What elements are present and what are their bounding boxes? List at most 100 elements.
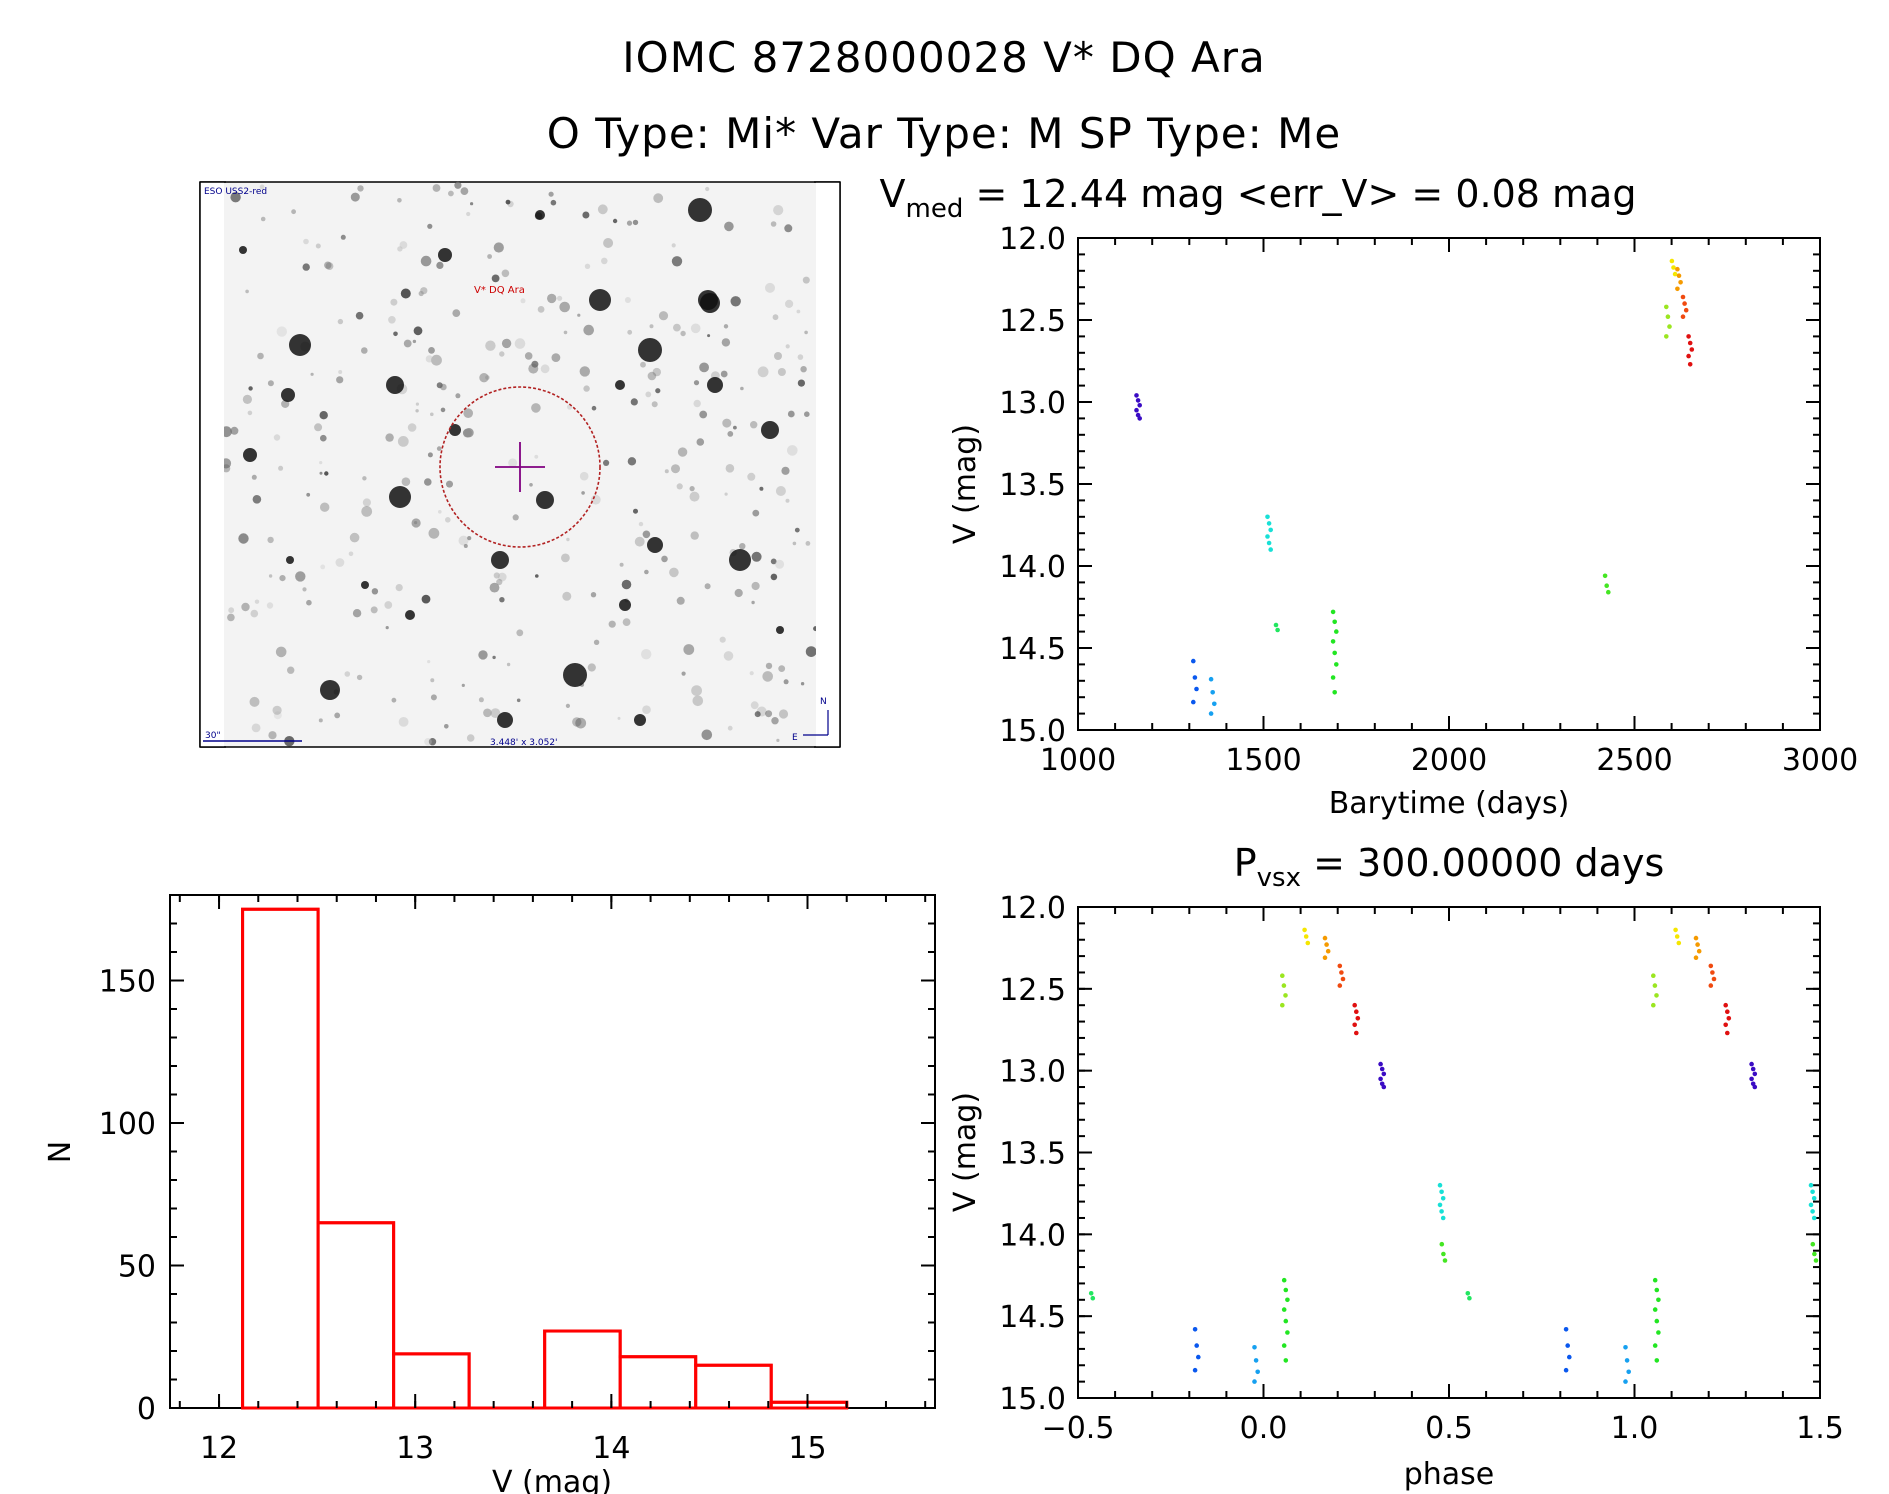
bright-star bbox=[243, 448, 257, 462]
faint-star bbox=[238, 533, 249, 544]
faint-star bbox=[785, 299, 794, 308]
faint-star bbox=[287, 666, 295, 674]
faint-star bbox=[534, 454, 539, 459]
faint-star bbox=[352, 609, 362, 618]
phase-chart: Pvsx = 300.00000 days −0.5 0.0 0.5 1.0 1.5 12… bbox=[948, 841, 1844, 1492]
bright-star bbox=[361, 581, 369, 589]
faint-star bbox=[514, 338, 526, 349]
faint-star bbox=[765, 282, 775, 293]
faint-star bbox=[774, 352, 782, 360]
faint-star bbox=[583, 385, 590, 392]
faint-star bbox=[391, 697, 397, 703]
phase-point bbox=[1090, 1295, 1096, 1301]
faint-star bbox=[805, 646, 817, 657]
faint-star bbox=[626, 220, 633, 226]
phase-xtick-label: 1.0 bbox=[1611, 1411, 1659, 1446]
phase-point bbox=[1674, 934, 1680, 939]
faint-star bbox=[398, 717, 409, 727]
phase-ytick-label: 14.5 bbox=[999, 1300, 1066, 1335]
faint-star bbox=[547, 293, 557, 304]
phase-point bbox=[1381, 1084, 1387, 1090]
faint-star bbox=[644, 569, 649, 575]
faint-star bbox=[561, 553, 570, 563]
faint-star bbox=[319, 411, 328, 420]
faint-star bbox=[295, 571, 306, 582]
phase-ticks: −0.5 0.0 0.5 1.0 1.5 12.0 12.5 13.0 13.5 14.0 14.5… bbox=[999, 891, 1844, 1446]
faint-star bbox=[771, 717, 779, 725]
faint-star bbox=[664, 469, 669, 474]
phase-title-main: P bbox=[1234, 841, 1257, 885]
faint-star bbox=[319, 461, 323, 465]
bright-star bbox=[563, 663, 587, 687]
phase-point bbox=[1192, 1327, 1198, 1332]
phase-point bbox=[1322, 955, 1328, 960]
lightcurve-point bbox=[1682, 301, 1687, 306]
phase-xlabel: phase bbox=[1404, 1457, 1495, 1492]
phase-point bbox=[1283, 993, 1288, 998]
faint-star bbox=[641, 649, 652, 660]
faint-star bbox=[259, 184, 265, 190]
faint-star bbox=[640, 361, 646, 368]
faint-star bbox=[324, 261, 332, 269]
faint-star bbox=[750, 421, 758, 429]
phase-point bbox=[1337, 963, 1343, 969]
lightcurve-point bbox=[1683, 307, 1689, 313]
faint-star bbox=[251, 474, 257, 480]
lightcurve-ytick-label: 14.0 bbox=[999, 550, 1066, 585]
faint-star bbox=[671, 243, 676, 248]
faint-star bbox=[673, 323, 681, 332]
lightcurve-ytick-label: 12.0 bbox=[999, 222, 1066, 257]
faint-star bbox=[338, 370, 343, 374]
faint-star bbox=[638, 521, 644, 527]
faint-star bbox=[652, 367, 661, 377]
faint-star bbox=[680, 330, 686, 337]
lightcurve-xlabel: Barytime (days) bbox=[1329, 786, 1570, 821]
faint-star bbox=[787, 410, 795, 418]
faint-star bbox=[430, 694, 437, 701]
phase-point bbox=[1810, 1189, 1815, 1195]
faint-star bbox=[336, 376, 344, 384]
faint-star bbox=[420, 255, 432, 267]
faint-star bbox=[250, 609, 259, 618]
lightcurve-point bbox=[1210, 690, 1215, 695]
faint-star bbox=[512, 514, 519, 521]
faint-star bbox=[757, 366, 769, 378]
faint-star bbox=[537, 306, 545, 313]
faint-star bbox=[727, 725, 733, 731]
phase-point bbox=[1465, 1291, 1471, 1296]
phase-point bbox=[1711, 976, 1717, 982]
phase-point bbox=[1378, 1061, 1383, 1067]
faint-star bbox=[266, 602, 274, 609]
lightcurve-ylabel: V (mag) bbox=[948, 424, 983, 544]
lightcurve-ytick-label: 13.5 bbox=[999, 468, 1066, 503]
object-title: IOMC 8728000028 V* DQ Ara bbox=[622, 33, 1266, 82]
faint-star bbox=[787, 445, 798, 456]
faint-star bbox=[320, 564, 326, 570]
faint-star bbox=[770, 558, 777, 565]
bright-star bbox=[289, 334, 311, 356]
faint-star bbox=[630, 398, 638, 406]
faint-star bbox=[805, 541, 811, 546]
phase-point bbox=[1676, 940, 1682, 946]
faint-star bbox=[506, 662, 511, 667]
faint-star bbox=[400, 288, 411, 299]
bright-star bbox=[405, 610, 415, 620]
histogram-ytick-label: 0 bbox=[137, 1392, 156, 1427]
lightcurve-point bbox=[1686, 353, 1691, 359]
lightcurve-point bbox=[1664, 334, 1669, 339]
faint-star bbox=[350, 192, 360, 202]
phase-point bbox=[1673, 927, 1678, 933]
faint-star bbox=[413, 326, 423, 336]
faint-star bbox=[633, 508, 638, 514]
lightcurve-xtick-label: 1500 bbox=[1225, 743, 1301, 778]
phase-point bbox=[1623, 1345, 1628, 1350]
faint-star bbox=[658, 311, 669, 321]
phase-point bbox=[1283, 1318, 1289, 1324]
faint-star bbox=[627, 457, 637, 466]
faint-star bbox=[721, 338, 731, 347]
lightcurve-point bbox=[1667, 324, 1672, 329]
histogram-bar bbox=[694, 1363, 773, 1410]
faint-star bbox=[699, 362, 709, 373]
bright-star bbox=[281, 388, 295, 402]
